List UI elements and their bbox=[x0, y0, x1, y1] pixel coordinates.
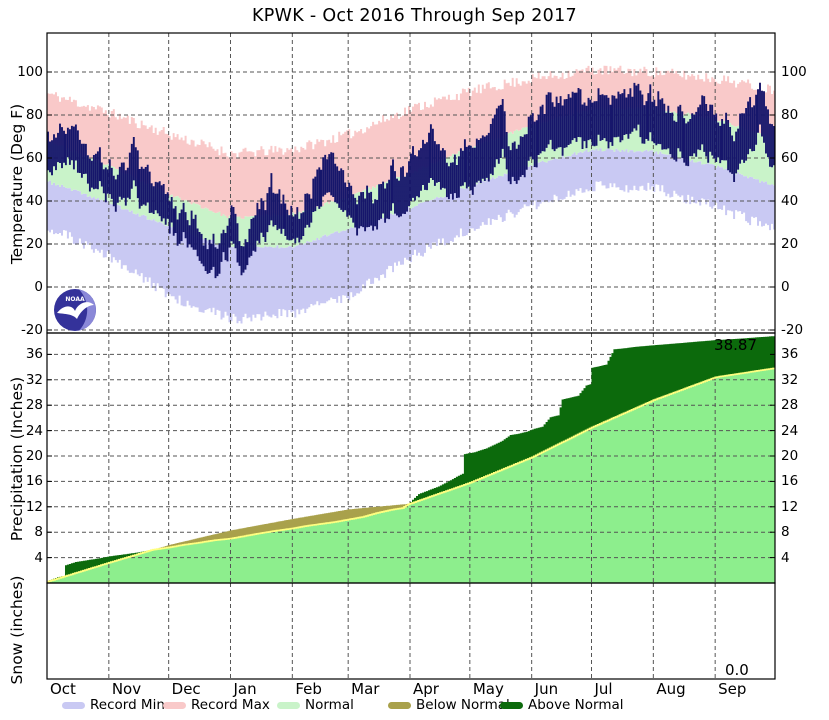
tick-label-right: 80 bbox=[781, 107, 799, 123]
tick-label-right: 28 bbox=[781, 397, 799, 414]
tick-label-right: 20 bbox=[781, 448, 799, 464]
precipitation-accumulation-area bbox=[47, 368, 775, 583]
tick-label-left: 100 bbox=[17, 64, 43, 80]
noaa-logo-crescent bbox=[79, 289, 96, 331]
tick-label-left: 4 bbox=[34, 549, 43, 566]
tick-label-right: 0 bbox=[781, 279, 790, 295]
above-normal-swatch-icon bbox=[500, 701, 523, 709]
month-label-jan: Jan bbox=[233, 680, 257, 698]
tick-label-right: 40 bbox=[781, 193, 799, 209]
legend-item-record-max: Record Max bbox=[163, 696, 270, 714]
snow-total-annotation: 0.0 bbox=[725, 661, 749, 679]
temperature-record-min-band bbox=[47, 148, 775, 324]
month-label-jun: Jun bbox=[534, 680, 559, 698]
legend-label: Above Normal bbox=[528, 697, 624, 713]
tick-label-right: 36 bbox=[781, 346, 799, 363]
temperature-actual-range-bars bbox=[47, 82, 775, 279]
tick-label-left: 0 bbox=[34, 279, 43, 295]
below-normal-swatch-icon bbox=[388, 701, 411, 709]
axis-tick-marks bbox=[47, 71, 775, 559]
tick-label-left: 20 bbox=[25, 448, 43, 464]
month-label-dec: Dec bbox=[171, 680, 201, 698]
month-label-oct: Oct bbox=[50, 680, 76, 698]
precipitation-above-normal-area bbox=[47, 336, 775, 582]
legend-item-record-min: Record Min bbox=[62, 696, 165, 714]
tick-label-left: 60 bbox=[25, 150, 43, 166]
tick-label-right: -20 bbox=[781, 322, 804, 338]
tick-label-left: 80 bbox=[25, 107, 43, 123]
noaa-gull-icon bbox=[57, 302, 94, 319]
month-label-feb: Feb bbox=[295, 680, 322, 698]
legend-label: Below Normal bbox=[416, 697, 510, 713]
tick-label-left: -20 bbox=[20, 322, 43, 338]
tick-label-right: 24 bbox=[781, 422, 799, 439]
tick-label-right: 4 bbox=[781, 549, 790, 566]
precipitation-normal-trace-line bbox=[47, 367, 775, 583]
tick-label-left: 40 bbox=[25, 193, 43, 209]
legend-item-above-normal: Above Normal bbox=[500, 696, 624, 714]
precipitation-below-normal-area bbox=[154, 503, 410, 550]
month-label-nov: Nov bbox=[111, 680, 142, 698]
tick-label-left: 16 bbox=[25, 473, 43, 490]
tick-label-right: 16 bbox=[781, 473, 799, 490]
tick-label-right: 60 bbox=[781, 150, 799, 166]
tick-label-left: 8 bbox=[34, 524, 43, 541]
precipitation-total-annotation: 38.87 bbox=[714, 336, 757, 354]
tick-label-right: 12 bbox=[781, 498, 799, 515]
noaa-logo: NOAA bbox=[54, 289, 96, 331]
legend-item-normal: Normal bbox=[277, 696, 354, 714]
page-title: KPWK - Oct 2016 Through Sep 2017 bbox=[251, 6, 577, 26]
legend-label: Record Min bbox=[90, 697, 165, 713]
panel-borders bbox=[46, 32, 776, 680]
tick-label-left: 28 bbox=[25, 397, 43, 414]
legend-label: Normal bbox=[305, 697, 354, 713]
legend: Record Min Record Max Normal Below Norma… bbox=[0, 696, 829, 716]
snow-axis-label: Snow (inches) bbox=[8, 575, 26, 685]
tick-label-left: 24 bbox=[25, 422, 43, 439]
tick-label-right: 8 bbox=[781, 524, 790, 541]
record-min-swatch-icon bbox=[62, 701, 85, 709]
month-label-jul: Jul bbox=[594, 680, 613, 698]
tick-label-left: 12 bbox=[25, 498, 43, 515]
snow-gridlines bbox=[108, 583, 716, 679]
snow-panel-border bbox=[46, 582, 776, 680]
tick-label-left: 20 bbox=[25, 236, 43, 252]
tick-label-right: 32 bbox=[781, 371, 799, 388]
tick-label-right: 100 bbox=[781, 64, 807, 80]
month-label-may: May bbox=[472, 680, 504, 698]
record-max-swatch-icon bbox=[163, 701, 186, 709]
month-label-sep: Sep bbox=[718, 680, 747, 698]
noaa-logo-text: NOAA bbox=[65, 296, 85, 303]
normal-swatch-icon bbox=[277, 701, 300, 709]
month-label-mar: Mar bbox=[351, 680, 380, 698]
month-label-aug: Aug bbox=[656, 680, 686, 698]
month-label-apr: Apr bbox=[413, 680, 439, 698]
tick-label-left: 32 bbox=[25, 371, 43, 388]
legend-item-below-normal: Below Normal bbox=[388, 696, 510, 714]
tick-label-left: 36 bbox=[25, 346, 43, 363]
precipitation-gridlines bbox=[47, 333, 775, 583]
tick-label-right: 20 bbox=[781, 236, 799, 252]
legend-label: Record Max bbox=[191, 697, 270, 713]
